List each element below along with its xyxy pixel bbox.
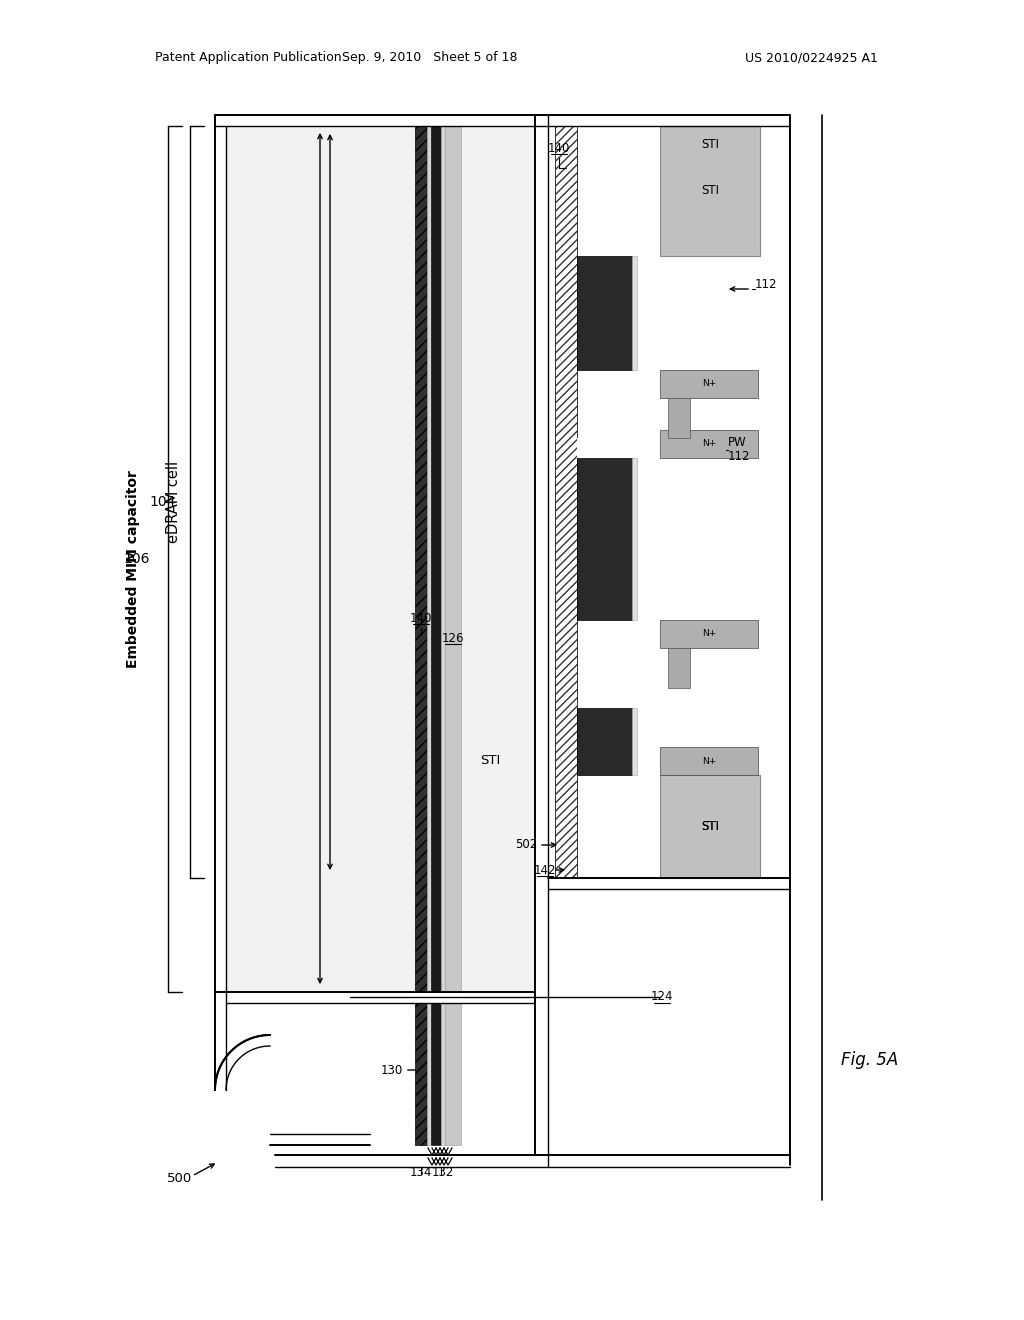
Text: PW: PW: [728, 436, 746, 449]
Bar: [427, 1003, 431, 1144]
Bar: [415, 125, 427, 993]
Text: 500: 500: [167, 1172, 193, 1184]
Bar: [660, 125, 760, 256]
Bar: [431, 125, 441, 993]
Text: 112: 112: [755, 279, 777, 292]
Text: Patent Application Publication: Patent Application Publication: [155, 51, 342, 65]
Bar: [632, 458, 637, 620]
Text: N+: N+: [701, 440, 716, 449]
Text: US 2010/0224925 A1: US 2010/0224925 A1: [745, 51, 878, 65]
Text: N+: N+: [701, 630, 716, 639]
Text: 142: 142: [534, 863, 556, 876]
Bar: [660, 430, 758, 458]
Bar: [577, 708, 632, 775]
Text: N+: N+: [701, 756, 716, 766]
Text: Fig. 5A: Fig. 5A: [842, 1051, 899, 1069]
Text: 132: 132: [432, 1167, 455, 1180]
Bar: [555, 125, 577, 878]
Bar: [632, 256, 637, 370]
Bar: [431, 1003, 441, 1144]
Bar: [577, 458, 632, 620]
Bar: [668, 648, 690, 688]
Bar: [445, 125, 461, 993]
Text: 140: 140: [410, 611, 432, 624]
Text: STI: STI: [701, 820, 719, 833]
Bar: [660, 620, 758, 648]
Text: N+: N+: [701, 380, 716, 388]
Text: 112: 112: [728, 450, 751, 462]
Bar: [441, 1003, 445, 1144]
Bar: [660, 775, 760, 878]
Bar: [577, 438, 637, 458]
Text: 126: 126: [441, 631, 464, 644]
Bar: [577, 256, 632, 370]
Bar: [445, 1003, 461, 1144]
Text: 104: 104: [150, 495, 176, 510]
Text: 134: 134: [410, 1167, 432, 1180]
Bar: [668, 399, 690, 438]
Text: 106: 106: [124, 552, 150, 566]
Text: STI: STI: [480, 754, 500, 767]
Text: 124: 124: [650, 990, 673, 1003]
Bar: [226, 125, 535, 993]
Text: STI: STI: [701, 185, 719, 198]
Text: 130: 130: [381, 1064, 403, 1077]
Text: eDRAM cell: eDRAM cell: [167, 461, 181, 543]
Text: 140: 140: [548, 141, 570, 154]
Bar: [660, 747, 758, 775]
Text: Sep. 9, 2010   Sheet 5 of 18: Sep. 9, 2010 Sheet 5 of 18: [342, 51, 518, 65]
Bar: [427, 125, 431, 993]
Text: STI: STI: [701, 137, 719, 150]
Bar: [415, 1003, 427, 1144]
Text: Embedded MIM capacitor: Embedded MIM capacitor: [126, 470, 140, 668]
Text: 502: 502: [515, 838, 537, 851]
Bar: [632, 708, 637, 775]
Text: STI: STI: [701, 820, 719, 833]
Bar: [660, 370, 758, 399]
Bar: [441, 125, 445, 993]
